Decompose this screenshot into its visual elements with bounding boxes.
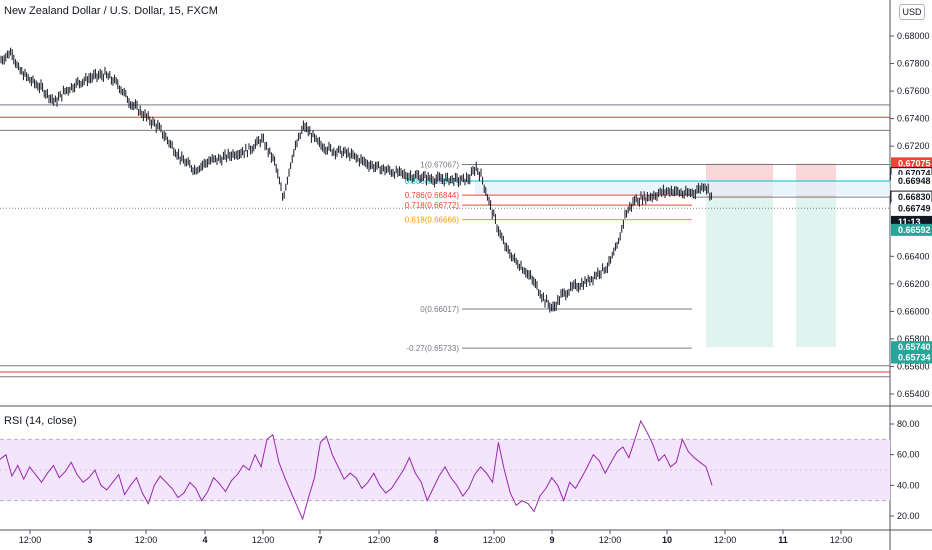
fib-level-label: 0(0.66017) — [420, 305, 459, 314]
fib-level-label: 1(0.67067) — [420, 160, 459, 169]
fib-level-label: 0.718(0.66772) — [405, 201, 460, 210]
price-tick-label: 0.65800 — [897, 334, 930, 344]
time-tick-label: 12:00 — [599, 535, 622, 545]
time-tick-label: 9 — [549, 535, 554, 545]
time-tick-label: 12:00 — [714, 535, 737, 545]
time-tick-label: 12:00 — [483, 535, 506, 545]
price-axis-label: 0.67074 — [898, 169, 931, 179]
price-axis-label: 0.65740 — [898, 342, 931, 352]
price-axis-label: 0.65734 — [898, 353, 931, 363]
position-target-zone — [796, 197, 836, 348]
price-tick-label: 0.67400 — [897, 114, 930, 124]
price-tick-label: 0.67800 — [897, 59, 930, 69]
price-axis-label-bg — [891, 202, 932, 215]
price-axis-label: 0.66592 — [898, 225, 931, 235]
rsi-tick-label: 40.00 — [897, 480, 920, 490]
fib-level-label: -0.27(0.65733) — [407, 344, 460, 353]
price-axis-label-bg — [891, 157, 932, 170]
price-tick-label: 0.65400 — [897, 389, 930, 399]
time-tick-label: 12:00 — [368, 535, 391, 545]
rsi-title: RSI (14, close) — [4, 415, 77, 427]
time-tick-label: 12:00 — [830, 535, 853, 545]
rsi-tick-label: 20.00 — [897, 511, 920, 521]
fib-zone — [475, 180, 890, 196]
price-tick-label: 0.67200 — [897, 141, 930, 151]
time-tick-label: 3 — [87, 535, 92, 545]
time-tick-label: 4 — [202, 535, 207, 545]
time-tick-label: 7 — [317, 535, 322, 545]
fib-level-label: 0.886(0.66947) — [405, 177, 460, 186]
time-tick-label: 12:00 — [19, 535, 42, 545]
price-tick-label: 0.68000 — [897, 31, 930, 41]
price-axis-label-bg — [891, 351, 932, 364]
rsi-tick-label: 80.00 — [897, 419, 920, 429]
price-axis-label-bg — [891, 341, 932, 354]
price-axis-label: 11:13 — [898, 217, 921, 227]
price-tick-label: 0.66000 — [897, 306, 930, 316]
currency-button[interactable]: USD — [899, 4, 925, 20]
fib-level-label: 0.618(0.66666) — [405, 216, 460, 225]
time-tick-label: 12:00 — [252, 535, 275, 545]
fib-level-label: 0.786(0.66844) — [405, 191, 460, 200]
price-tick-label: 0.65600 — [897, 361, 930, 371]
price-axis-label: 0.66830 — [898, 192, 931, 202]
price-tick-label: 0.66200 — [897, 279, 930, 289]
price-axis-label: 0.67075 — [898, 158, 931, 168]
time-tick-label: 11 — [778, 535, 788, 545]
rsi-tick-label: 60.00 — [897, 450, 920, 460]
price-tick-label: 0.67600 — [897, 86, 930, 96]
position-target-zone — [706, 197, 773, 348]
price-tick-label: 0.66400 — [897, 251, 930, 261]
time-tick-label: 12:00 — [135, 535, 158, 545]
price-axis-label-bg — [891, 223, 932, 236]
rsi-line — [0, 419, 713, 521]
price-axis-label-bg — [891, 174, 932, 187]
chart-title: New Zealand Dollar / U.S. Dollar, 15, FX… — [4, 5, 218, 17]
time-tick-label: 10 — [662, 535, 672, 545]
time-tick-label: 8 — [433, 535, 438, 545]
price-bars — [0, 47, 712, 313]
price-axis-label: 0.66749 — [898, 203, 931, 213]
price-axis-label: 0.66948 — [898, 176, 931, 186]
